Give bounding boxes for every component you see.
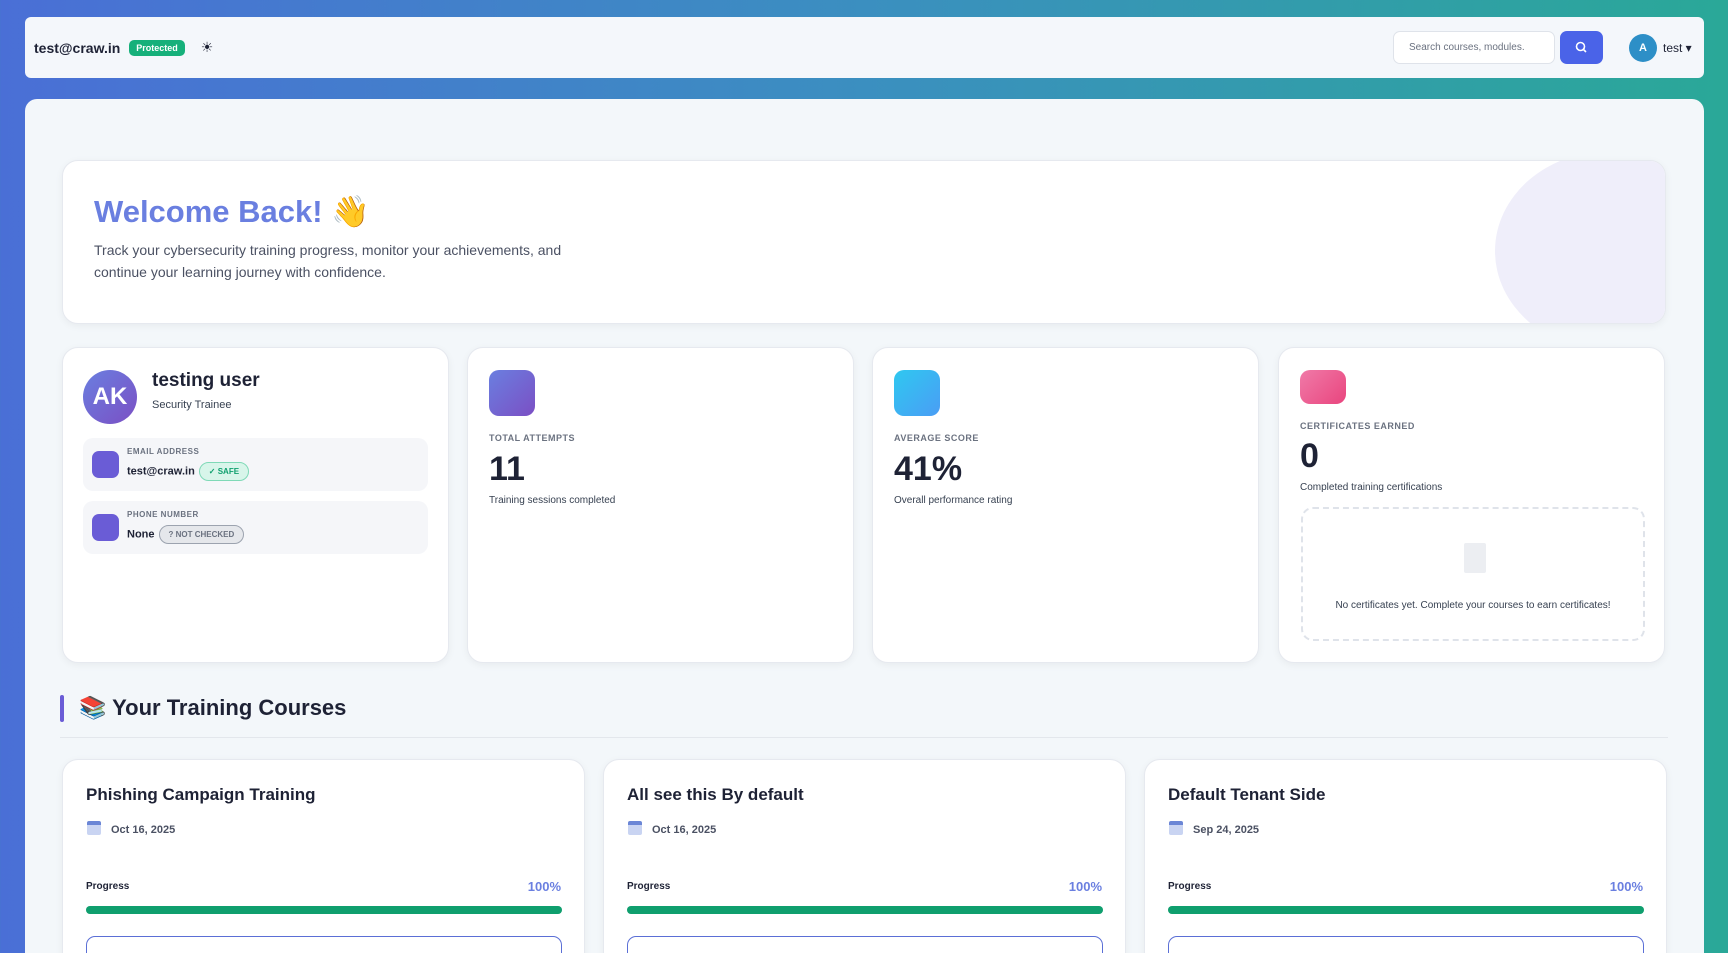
course-date: Oct 16, 2025 — [111, 824, 176, 836]
phone-label: PHONE NUMBER — [127, 510, 199, 519]
stat-label: AVERAGE SCORE — [894, 433, 979, 443]
progress-bar — [1168, 906, 1644, 914]
progress-track — [86, 906, 562, 914]
search-icon — [1575, 41, 1587, 53]
welcome-description: Track your cybersecurity training progre… — [94, 242, 562, 280]
progress-track — [1168, 906, 1644, 914]
top-bar: test@craw.in Protected ☀ Search courses,… — [25, 17, 1704, 78]
search-input[interactable]: Search courses, modules. — [1393, 31, 1555, 64]
course-date: Sep 24, 2025 — [1193, 824, 1260, 836]
progress-track — [627, 906, 1103, 914]
progress-bar — [627, 906, 1103, 914]
protected-badge: Protected — [129, 39, 185, 56]
phone-icon — [92, 514, 119, 541]
calendar-icon — [87, 821, 101, 835]
course-card[interactable]: Phishing Campaign Training Oct 16, 2025 … — [62, 759, 585, 953]
stat-caption: Training sessions completed — [489, 495, 616, 506]
progress-label: Progress — [627, 881, 671, 892]
progress-label: Progress — [1168, 881, 1212, 892]
phone-value: None — [127, 528, 155, 541]
course-button[interactable] — [86, 936, 562, 953]
user-menu[interactable]: test ▾ — [1663, 41, 1692, 55]
document-icon — [1464, 543, 1486, 573]
empty-state: No certificates yet. Complete your cours… — [1301, 507, 1645, 641]
email-value: test@craw.in — [127, 465, 195, 478]
user-name: test — [1663, 41, 1683, 55]
stat-caption: Overall performance rating — [894, 495, 1013, 506]
stat-caption: Completed training certifications — [1300, 482, 1443, 493]
email-row: EMAIL ADDRESS test@craw.in ✓ SAFE — [83, 438, 428, 491]
user-avatar[interactable]: A — [1629, 34, 1657, 62]
email-icon — [92, 451, 119, 478]
stat-value: 41% — [894, 450, 963, 488]
progress-value: 100% — [527, 879, 561, 894]
certificate-icon — [1300, 370, 1346, 404]
stat-card: AVERAGE SCORE 41% Overall performance ra… — [872, 347, 1259, 663]
stat-value: 11 — [489, 450, 525, 488]
stat-card: CERTIFICATES EARNED 0 Completed training… — [1278, 347, 1665, 663]
section-header: 📚 Your Training Courses — [60, 695, 1668, 738]
course-title: Phishing Campaign Training — [86, 785, 316, 804]
course-date: Oct 16, 2025 — [652, 824, 717, 836]
safe-badge: ✓ SAFE — [198, 462, 250, 481]
course-card[interactable]: All see this By default Oct 16, 2025 Pro… — [603, 759, 1126, 953]
trophy-icon — [489, 370, 535, 416]
profile-avatar: AK — [83, 370, 137, 424]
search-button[interactable] — [1560, 31, 1603, 64]
course-button[interactable] — [627, 936, 1103, 953]
stat-label: CERTIFICATES EARNED — [1300, 421, 1415, 431]
phone-row: PHONE NUMBER None? NOT CHECKED — [83, 501, 428, 554]
not-checked-badge: ? NOT CHECKED — [158, 525, 245, 544]
calendar-icon — [628, 821, 642, 835]
email-label: EMAIL ADDRESS — [127, 447, 200, 456]
profile-role: Security Trainee — [152, 399, 232, 411]
empty-message: No certificates yet. Complete your cours… — [1335, 600, 1611, 611]
profile-name: testing user — [152, 370, 260, 391]
chart-icon — [894, 370, 940, 416]
decoration — [1495, 161, 1665, 323]
progress-bar — [86, 906, 562, 914]
progress-label: Progress — [86, 881, 130, 892]
accent-bar — [60, 695, 64, 722]
theme-toggle[interactable]: ☀ — [200, 39, 214, 55]
course-title: Default Tenant Side — [1168, 785, 1326, 804]
stat-card: TOTAL ATTEMPTS 11 Training sessions comp… — [467, 347, 854, 663]
course-card[interactable]: Default Tenant Side Sep 24, 2025 Progres… — [1144, 759, 1667, 953]
progress-value: 100% — [1609, 879, 1643, 894]
calendar-icon — [1169, 821, 1183, 835]
section-title: 📚 Your Training Courses — [79, 695, 347, 720]
welcome-card: Welcome Back! 👋 Track your cybersecurity… — [62, 160, 1666, 324]
stat-value: 0 — [1300, 437, 1319, 475]
welcome-title: Welcome Back! 👋 — [94, 194, 370, 229]
stat-label: TOTAL ATTEMPTS — [489, 433, 575, 443]
course-title: All see this By default — [627, 785, 804, 804]
progress-value: 100% — [1068, 879, 1102, 894]
profile-card: AK testing user Security Trainee EMAIL A… — [62, 347, 449, 663]
course-button[interactable] — [1168, 936, 1644, 953]
header-email: test@craw.in — [34, 39, 121, 56]
